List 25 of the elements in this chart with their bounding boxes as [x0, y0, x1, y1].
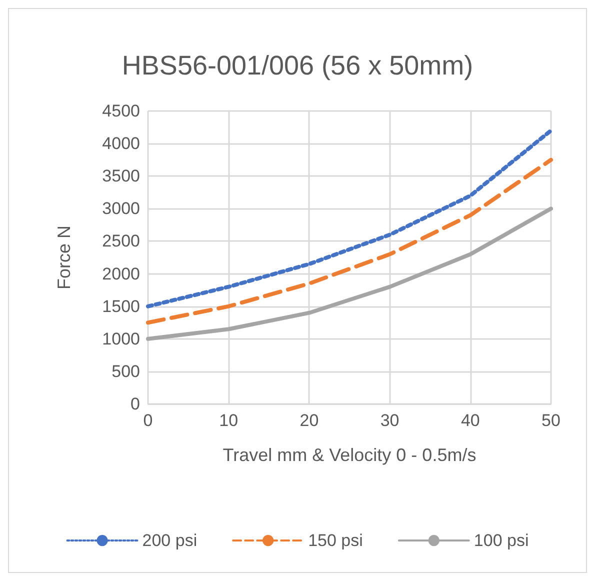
- legend-label: 150 psi: [308, 531, 363, 550]
- y-axis-title: Force N: [54, 225, 74, 290]
- x-tick-label: 50: [542, 411, 560, 430]
- y-tick-label: 4500: [102, 102, 140, 120]
- x-tick-label: 0: [143, 411, 153, 430]
- y-tick-label: 1000: [102, 329, 140, 348]
- x-tick-label: 40: [460, 411, 480, 430]
- y-tick-label: 2000: [102, 264, 140, 284]
- y-tick-label: 3000: [102, 199, 140, 218]
- y-tick-label: 500: [112, 362, 140, 381]
- chart-title: HBS56-001/006 (56 x 50mm): [122, 50, 474, 80]
- y-tick-label: 4000: [102, 134, 140, 154]
- y-tick-label: 0: [130, 394, 140, 414]
- y-tick-label: 3500: [102, 166, 140, 186]
- y-tick-label: 1500: [102, 296, 140, 316]
- x-tick-label: 30: [380, 411, 400, 430]
- x-tick-label: 10: [219, 411, 238, 430]
- line-series: [146, 206, 553, 341]
- x-axis-title: Travel mm & Velocity 0 - 0.5m/s: [222, 445, 476, 465]
- line-series: [146, 158, 553, 325]
- legend-label: 200 psi: [142, 531, 198, 550]
- y-tick-label: 2500: [102, 232, 140, 251]
- legend-label: 100 psi: [474, 531, 529, 550]
- line-series: [146, 128, 553, 308]
- x-tick-label: 20: [300, 411, 319, 430]
